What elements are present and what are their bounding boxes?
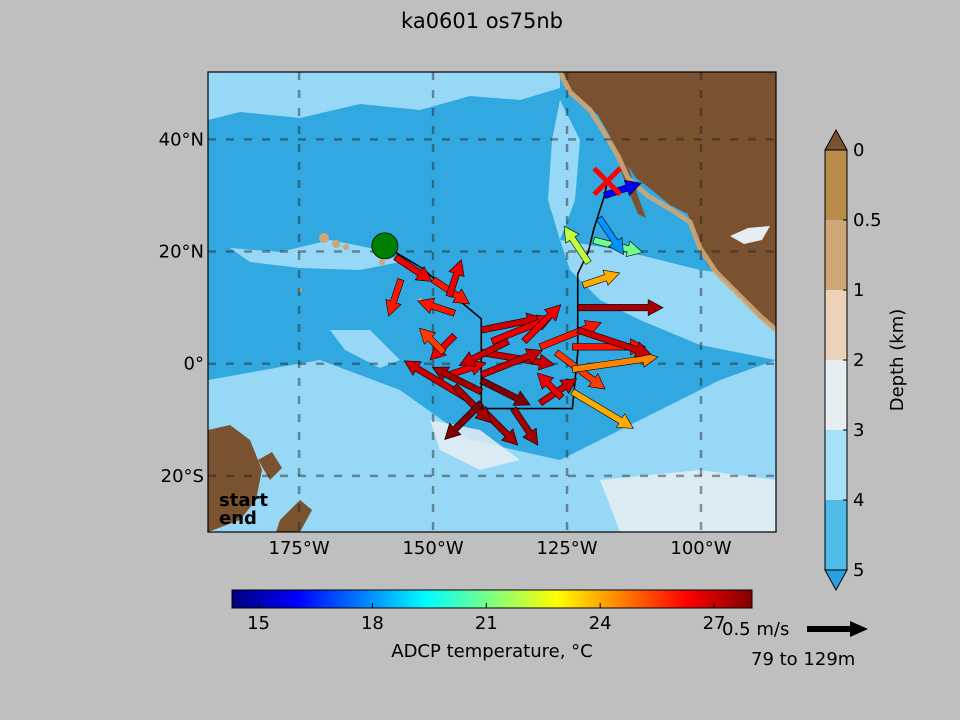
shallow-region bbox=[330, 330, 400, 368]
current-vector-arrow bbox=[385, 278, 405, 317]
temperature-tick-label: 15 bbox=[247, 613, 270, 634]
landmass bbox=[562, 72, 776, 330]
x-tick-label: 150°W bbox=[402, 538, 463, 559]
x-tick-label: 175°W bbox=[269, 538, 330, 559]
land-layer bbox=[208, 36, 776, 532]
shallow-region bbox=[230, 240, 400, 270]
current-vector-arrow bbox=[444, 400, 484, 441]
depth-band bbox=[825, 360, 847, 430]
depth-band bbox=[825, 220, 847, 290]
x-tick-label: 125°W bbox=[536, 538, 597, 559]
y-tick-label: 20°N bbox=[159, 242, 204, 263]
current-vector-arrow bbox=[510, 406, 539, 446]
current-vector-arrow bbox=[445, 259, 465, 298]
current-vector-arrow bbox=[431, 366, 484, 396]
depth-tick-label: 5 bbox=[853, 560, 864, 581]
temperature-colorbar-bar bbox=[231, 589, 753, 609]
current-vector-arrow bbox=[563, 225, 592, 265]
current-vector-arrow bbox=[393, 254, 433, 282]
coastal-shelf bbox=[557, 72, 776, 332]
depth-colorbar-ticks: 0 0.5 1 2 3 4 5 bbox=[843, 140, 882, 581]
map-panel: 175°W 150°W 125°W 100°W 40°N 20°N 0° 20°S star… bbox=[159, 36, 777, 559]
depth-band bbox=[825, 430, 847, 500]
landmass bbox=[276, 500, 312, 532]
chart-title: ka0601 os75nb bbox=[401, 9, 563, 33]
current-vector-arrow bbox=[479, 348, 543, 379]
current-vector-arrow bbox=[458, 338, 510, 367]
current-vector-arrow bbox=[418, 327, 447, 356]
reference-speed-label: 0.5 m/s bbox=[722, 619, 789, 640]
temperature-colorbar-ticks: 15 18 21 24 27 bbox=[247, 603, 725, 634]
island bbox=[298, 288, 302, 292]
current-vector-arrow bbox=[570, 388, 634, 429]
map-frame bbox=[207, 71, 777, 533]
reference-arrow bbox=[807, 621, 868, 637]
current-vector-arrow bbox=[538, 320, 602, 351]
depth-band bbox=[825, 290, 847, 360]
landmass bbox=[760, 36, 776, 44]
current-vector-arrow bbox=[536, 372, 565, 401]
current-vector-arrow bbox=[581, 269, 621, 289]
landmass bbox=[208, 425, 262, 532]
depth-tick-label: 3 bbox=[853, 420, 864, 441]
depth-band bbox=[825, 500, 847, 570]
temperature-tick-label: 24 bbox=[589, 613, 612, 634]
x-tick-label: 100°W bbox=[670, 538, 731, 559]
landmass bbox=[730, 226, 770, 244]
depth-band bbox=[825, 150, 847, 220]
temperature-colorbar-label: ADCP temperature, °C bbox=[391, 641, 592, 662]
depth-extend-top bbox=[824, 128, 848, 151]
end-marker bbox=[592, 166, 622, 197]
depth-tick-label: 2 bbox=[853, 350, 864, 371]
depth-colorbar-bands bbox=[824, 128, 848, 592]
island bbox=[379, 259, 385, 265]
depth-tick-label: 0 bbox=[853, 140, 864, 161]
temperature-tick-label: 27 bbox=[703, 613, 726, 634]
shallow-region bbox=[560, 240, 776, 360]
landmass bbox=[258, 452, 282, 480]
shallow-region bbox=[600, 470, 776, 532]
temperature-colorbar: 15 18 21 24 27 ADCP temperature, °C bbox=[231, 589, 753, 662]
reference-depth-label: 79 to 129m bbox=[751, 649, 855, 670]
end-marker-stroke bbox=[592, 166, 622, 197]
island bbox=[319, 233, 329, 243]
temperature-tick-label: 18 bbox=[361, 613, 384, 634]
shallow-region bbox=[548, 100, 580, 240]
current-vector-arrow bbox=[479, 377, 531, 406]
start-marker bbox=[371, 232, 399, 260]
depth-tick-label: 4 bbox=[853, 490, 864, 511]
depth-colorbar: 0 0.5 1 2 3 4 5 Depth (km) bbox=[824, 128, 908, 592]
current-vector-arrow bbox=[417, 297, 456, 317]
current-vector-arrow bbox=[521, 304, 562, 344]
current-vector-arrow bbox=[577, 299, 664, 317]
island bbox=[332, 240, 340, 248]
island bbox=[343, 244, 349, 250]
end-label: end bbox=[219, 508, 257, 529]
current-vector-arrow bbox=[451, 383, 492, 424]
x-axis-ticks: 175°W 150°W 125°W 100°W bbox=[269, 538, 732, 559]
depth-extend-bottom bbox=[824, 569, 848, 592]
shallow-region bbox=[208, 72, 560, 120]
current-vector-arrow bbox=[603, 179, 642, 199]
depth-tick-label: 1 bbox=[853, 280, 864, 301]
bathymetry-layer bbox=[208, 72, 776, 532]
current-vector-arrow bbox=[596, 215, 624, 255]
map-grid bbox=[208, 72, 776, 532]
track-markers bbox=[371, 166, 622, 260]
current-vectors bbox=[385, 179, 664, 446]
y-tick-label: 40°N bbox=[159, 129, 204, 150]
y-axis-ticks: 40°N 20°N 0° 20°S bbox=[159, 129, 204, 487]
start-label: start bbox=[219, 490, 268, 511]
depth-tick-label: 0.5 bbox=[853, 210, 882, 231]
depth-colorbar-label: Depth (km) bbox=[887, 309, 908, 412]
y-tick-label: 0° bbox=[184, 354, 204, 375]
temperature-tick-label: 21 bbox=[475, 613, 498, 634]
current-vector-arrow bbox=[576, 326, 652, 358]
y-tick-label: 20°S bbox=[161, 466, 204, 487]
reference-vector-key: 0.5 m/s 79 to 129m bbox=[722, 619, 868, 670]
